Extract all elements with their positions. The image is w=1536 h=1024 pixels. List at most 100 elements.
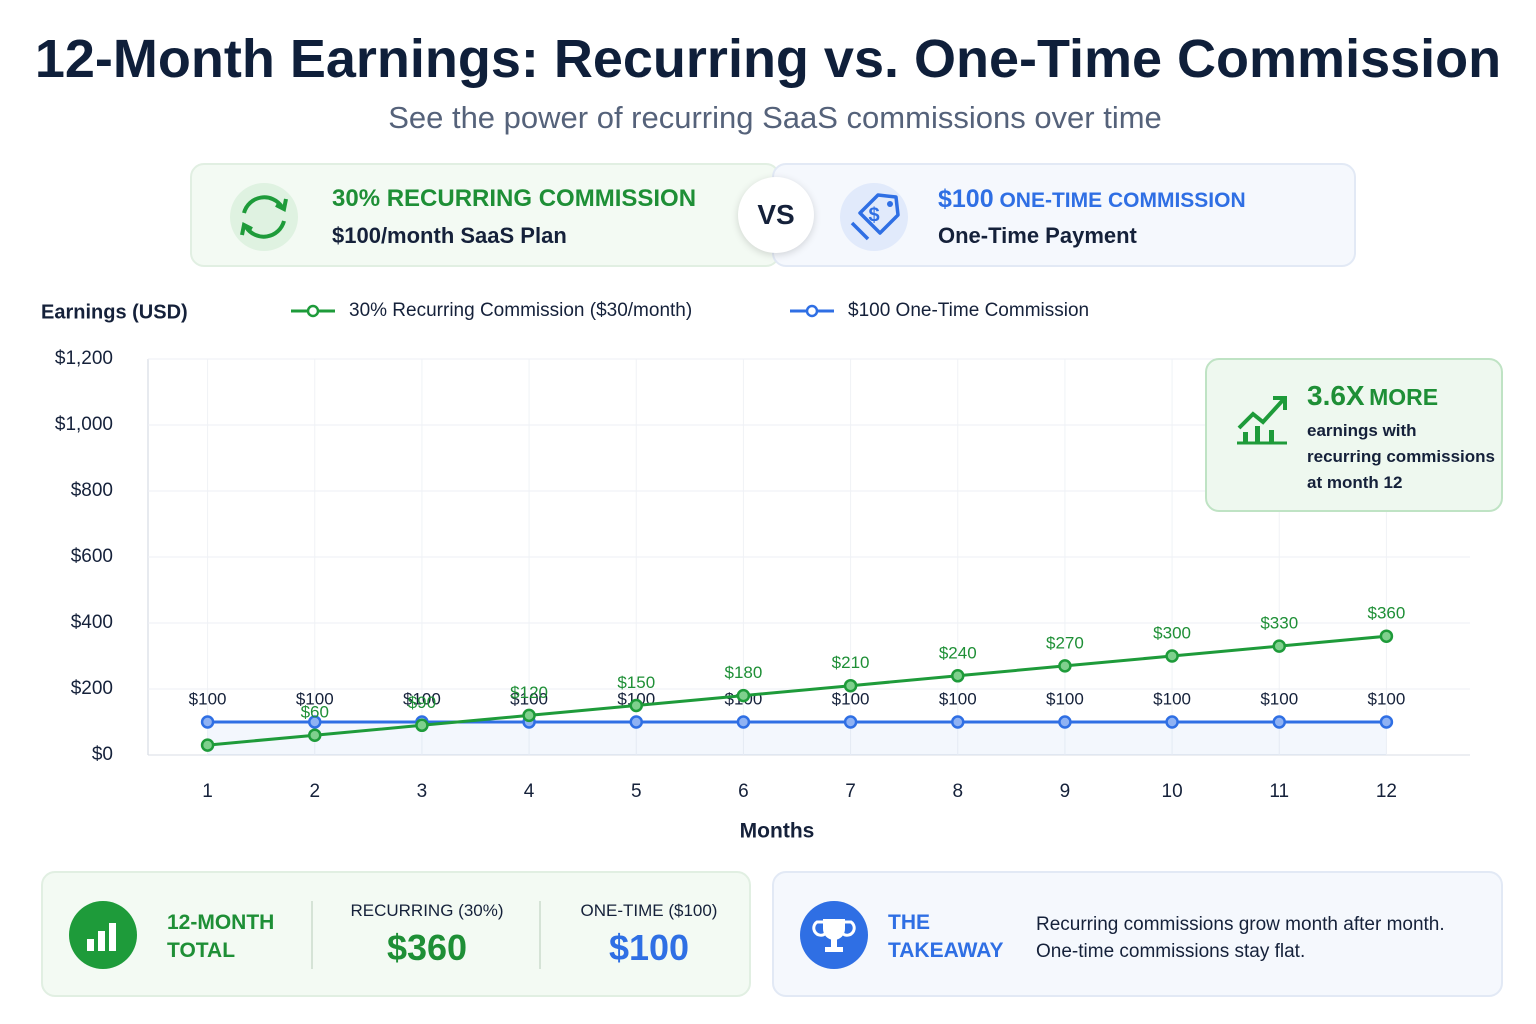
data-label: $100 <box>1153 689 1191 708</box>
data-point <box>629 715 643 729</box>
data-point <box>629 698 643 713</box>
totals-icon <box>69 901 137 969</box>
recurring-card: 30% RECURRING COMMISSION $100/month SaaS… <box>190 163 780 267</box>
series-line <box>207 634 1387 747</box>
data-label: $100 <box>1046 689 1084 708</box>
recurring-total-value: $360 <box>386 927 468 968</box>
data-point <box>522 708 536 723</box>
totals-title-line: 12-MONTH <box>167 911 275 934</box>
takeaway-card: THE TAKEAWAY Recurring commissions grow … <box>772 871 1503 997</box>
legend-label: $100 One-Time Commission <box>848 300 1089 321</box>
data-label: $360 <box>1368 604 1406 623</box>
recurring-total-label: RECURRING (30%) <box>350 901 504 920</box>
takeaway-title-line: TAKEAWAY <box>888 939 1004 962</box>
insight-line: at month 12 <box>1307 473 1403 492</box>
data-point <box>1165 649 1179 663</box>
onetime-card-subtitle: One-Time Payment <box>938 223 1137 248</box>
x-tick-label: 11 <box>1269 781 1289 802</box>
data-point <box>1272 639 1286 653</box>
y-tick-label: $400 <box>71 612 113 633</box>
y-tick-label: $200 <box>71 678 113 699</box>
x-tick-label: 2 <box>309 781 320 802</box>
data-point <box>1272 715 1286 729</box>
recurring-icon <box>230 183 298 251</box>
insight-headline: 3.6X MORE <box>1307 380 1438 412</box>
takeaway-text: Recurring commissions grow month after m… <box>1036 911 1445 965</box>
title: 12-Month Earnings: Recurring vs. One-Tim… <box>34 29 1502 89</box>
recurring-card-title: 30% RECURRING COMMISSION <box>332 185 697 212</box>
y-tick-label: $1,200 <box>55 348 113 369</box>
data-point <box>1379 629 1394 643</box>
insight-line: earnings with <box>1307 421 1417 440</box>
data-point <box>1058 715 1072 729</box>
data-label: $270 <box>1046 633 1084 652</box>
data-point <box>308 715 322 729</box>
totals-title: 12-MONTH TOTAL <box>167 909 274 965</box>
growth-icon <box>1237 396 1287 445</box>
data-point <box>200 738 215 752</box>
data-label: $60 <box>301 703 329 722</box>
x-tick-label: 4 <box>524 781 535 802</box>
y-axis-label: Earnings (USD) <box>41 301 188 323</box>
data-label: $300 <box>1153 623 1191 642</box>
onetime-icon: $ <box>840 183 908 251</box>
y-tick-label: $600 <box>71 546 113 567</box>
vs-badge: VS <box>738 177 814 253</box>
onetime-card: $ $100 ONE-TIME COMMISSION One-Time Paym… <box>772 163 1356 267</box>
onetime-card-amount: $100 <box>938 185 994 213</box>
insight-line: recurring commissions <box>1307 447 1496 466</box>
x-tick-label: 12 <box>1376 781 1397 802</box>
x-tick-label: 6 <box>738 781 749 802</box>
data-point <box>951 715 965 729</box>
onetime-card-title-text: ONE-TIME COMMISSION <box>999 189 1246 212</box>
data-label: $100 <box>510 689 548 708</box>
data-label: $120 <box>510 683 548 702</box>
svg-text:$: $ <box>868 204 879 226</box>
data-point <box>415 718 429 733</box>
legend-marker <box>306 304 320 318</box>
data-label: $100 <box>832 689 870 708</box>
x-tick-label: 9 <box>1060 781 1071 802</box>
insight-box: 3.6X MORE earnings with recurring commis… <box>1205 358 1503 512</box>
data-label: $100 <box>296 689 334 708</box>
data-point <box>736 715 751 729</box>
data-point <box>843 678 858 693</box>
insight-more: MORE <box>1369 384 1439 410</box>
area <box>207 722 1387 755</box>
data-label: $240 <box>939 643 977 662</box>
totals-card: 12-MONTH TOTAL RECURRING (30%) $360 ONE-… <box>41 871 751 997</box>
data-label: $100 <box>939 689 977 708</box>
data-point <box>951 669 965 683</box>
x-tick-label: 7 <box>845 781 856 802</box>
data-point <box>1058 659 1072 673</box>
data-label: $100 <box>1368 689 1406 708</box>
takeaway-line: One-time commissions stay flat. <box>1036 941 1306 962</box>
takeaway-title-line: THE <box>888 911 930 934</box>
legend-marker <box>805 304 819 318</box>
divider <box>539 901 541 969</box>
data-label: $100 <box>189 689 227 708</box>
x-tick-label: 10 <box>1162 781 1183 802</box>
data-label: $100 <box>1260 689 1298 708</box>
x-tick-label: 5 <box>631 781 642 802</box>
insight-multiplier: 3.6X <box>1307 380 1365 411</box>
data-label: $150 <box>617 673 655 692</box>
data-point <box>200 715 215 729</box>
data-label: $180 <box>725 663 763 682</box>
data-point <box>308 728 322 742</box>
totals-title-line: TOTAL <box>167 939 236 962</box>
divider <box>311 901 313 969</box>
x-tick-label: 3 <box>417 781 428 802</box>
takeaway-title: THE TAKEAWAY <box>888 909 1004 965</box>
data-point <box>843 715 858 729</box>
data-label: $210 <box>832 653 870 672</box>
onetime-card-title: $100 ONE-TIME COMMISSION <box>938 185 1246 214</box>
chart: Earnings (USD) Months $0 $200 $400 $600 $800… <box>41 300 1470 843</box>
onetime-total-value: $100 <box>608 927 690 968</box>
data-point <box>1379 715 1394 729</box>
y-tick-label: $1,000 <box>55 414 113 435</box>
onetime-total-label: ONE-TIME ($100) <box>580 901 718 920</box>
y-tick-label: $800 <box>71 480 113 501</box>
legend-label: 30% Recurring Commission ($30/month) <box>349 300 692 321</box>
